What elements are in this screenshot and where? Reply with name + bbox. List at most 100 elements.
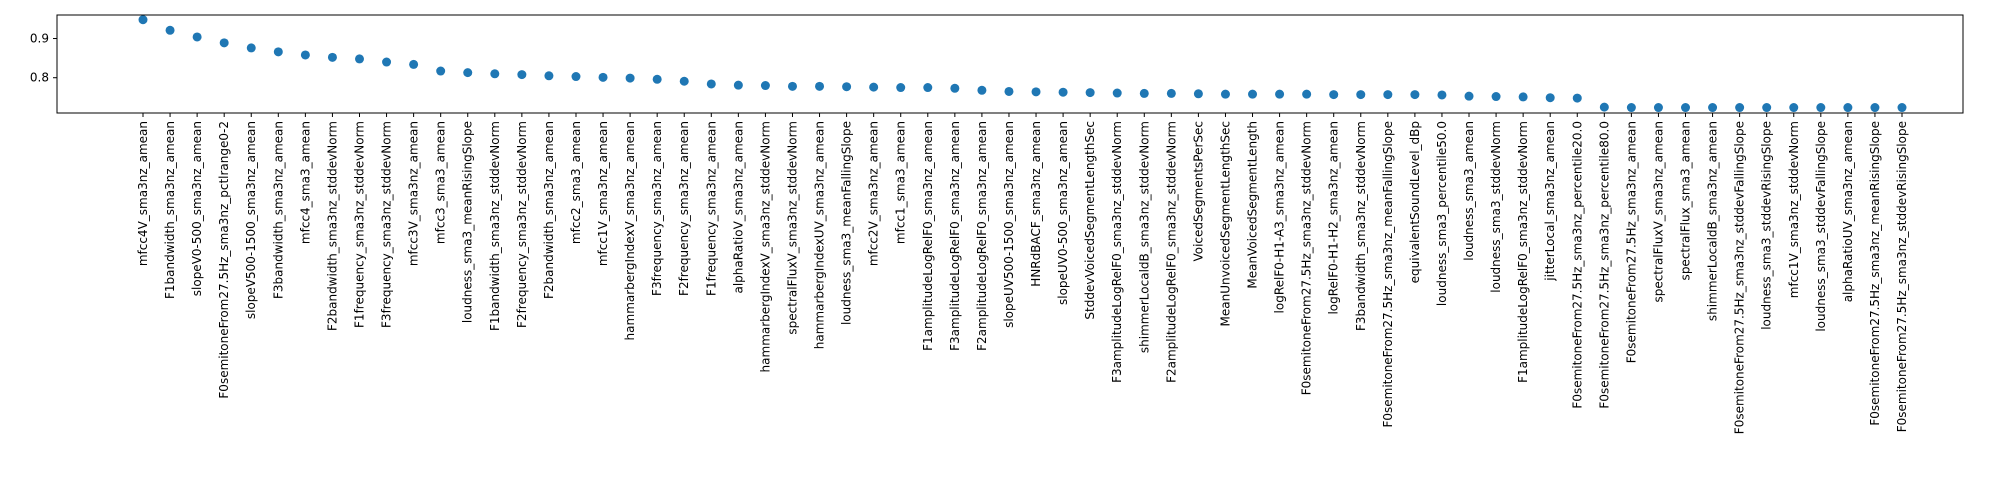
data-point (300, 50, 310, 60)
data-point (544, 71, 554, 81)
data-point (1897, 103, 1907, 113)
data-point (165, 25, 175, 35)
x-tick-label: loudness_sma3_meanFallingSlope (840, 121, 854, 325)
data-point (652, 74, 662, 84)
x-tick-label: mfcc4V_sma3nz_amean (136, 121, 150, 266)
x-tick-label: mfcc2_sma3_amean (569, 121, 583, 244)
x-tick-label: F2bandwidth_sma3nz_stddevNorm (325, 121, 339, 331)
data-point (1572, 93, 1582, 103)
x-tick-label: slopeV500-1500_sma3nz_amean (244, 121, 258, 319)
data-point (1058, 87, 1068, 97)
x-tick-label: F0semitoneFrom27.5Hz_sma3nz_amean (1624, 121, 1638, 363)
data-point (436, 66, 446, 76)
data-point (787, 81, 797, 91)
x-tick-label: logRelF0-H1-H2_sma3nz_amean (1327, 121, 1341, 315)
data-point (1275, 89, 1285, 99)
x-tick-label: loudness_sma3_stddevFallingSlope (1814, 121, 1828, 332)
data-point (977, 85, 987, 95)
data-point (1681, 103, 1691, 113)
data-point (1329, 90, 1339, 100)
x-tick-label: F0semitoneFrom27.5Hz_sma3nz_stddevRising… (1895, 121, 1909, 432)
x-tick-label: HNRdBACF_sma3nz_amean (1029, 121, 1043, 287)
data-point (517, 70, 527, 80)
data-point (842, 82, 852, 92)
data-point (382, 57, 392, 67)
x-tick-label: spectralFlux_sma3_amean (1679, 121, 1693, 280)
x-tick-label: mfcc2V_sma3nz_amean (867, 121, 881, 266)
x-tick-label: F3bandwidth_sma3nz_amean (271, 121, 285, 299)
x-tick-label: hammarbergIndexV_sma3nz_stddevNorm (758, 121, 772, 372)
x-tick-label: equivalentSoundLevel_dBp (1408, 121, 1422, 283)
data-point (490, 69, 500, 79)
x-tick-label: loudness_sma3_meanRisingSlope (461, 121, 475, 323)
data-point (1139, 88, 1149, 98)
data-point (1166, 88, 1176, 98)
x-tick-label: F3amplitudeLogRelF0_sma3nz_amean (948, 121, 962, 351)
data-point (1220, 89, 1230, 99)
data-point (1356, 90, 1366, 100)
x-tick-label: VoicedSegmentsPerSec (1191, 121, 1205, 262)
data-point (1004, 86, 1014, 96)
data-point (1193, 89, 1203, 99)
data-point (1762, 103, 1772, 113)
x-tick-label: StddevVoicedSegmentLengthSec (1083, 121, 1097, 320)
data-point (1437, 90, 1447, 100)
data-point (1653, 103, 1663, 113)
data-point (1870, 103, 1880, 113)
x-tick-label: F1frequency_sma3nz_amean (704, 121, 718, 296)
x-tick-label: alphaRatioUV_sma3nz_amean (1841, 121, 1855, 302)
data-point (571, 72, 581, 82)
x-tick-label: F1amplitudeLogRelF0_sma3nz_amean (921, 121, 935, 351)
x-tick-label: loudness_sma3_stddevRisingSlope (1760, 121, 1774, 330)
x-tick-label: F1bandwidth_sma3nz_amean (163, 121, 177, 299)
data-point (923, 83, 933, 93)
data-point (815, 81, 825, 91)
x-tick-label: F3bandwidth_sma3nz_stddevNorm (1354, 121, 1368, 331)
x-tick-label: F1bandwidth_sma3nz_stddevNorm (488, 121, 502, 331)
data-point (950, 83, 960, 93)
x-axis: mfcc4V_sma3nz_amean F1bandwidth_sma3nz_am… (136, 113, 1909, 434)
data-point (327, 52, 337, 62)
data-point (1816, 103, 1826, 113)
data-point (1518, 92, 1528, 102)
x-tick-label: F1frequency_sma3nz_stddevNorm (352, 121, 366, 328)
data-point (1410, 90, 1420, 100)
x-tick-label: F0semitoneFrom27.5Hz_sma3nz_percentile20… (1570, 121, 1584, 409)
data-point (1708, 103, 1718, 113)
data-point (1464, 91, 1474, 101)
x-tick-label: F0semitoneFrom27.5Hz_sma3nz_meanRisingSl… (1868, 121, 1882, 426)
x-tick-label: alphaRatioV_sma3nz_amean (731, 121, 745, 294)
x-tick-label: F2frequency_sma3nz_amean (677, 121, 691, 296)
x-tick-label: loudness_sma3_percentile50.0 (1435, 121, 1449, 306)
x-tick-label: MeanUnvoicedSegmentLengthSec (1218, 121, 1232, 326)
x-tick-label: F1amplitudeLogRelF0_sma3nz_stddevNorm (1516, 121, 1530, 383)
x-tick-label: F2frequency_sma3nz_stddevNorm (515, 121, 529, 328)
y-tick-label: 0.9 (30, 32, 49, 46)
data-point (598, 72, 608, 82)
y-tick-label: 0.8 (30, 71, 49, 85)
data-point (354, 54, 364, 64)
x-tick-label: F3frequency_sma3nz_stddevNorm (380, 121, 394, 328)
data-point (896, 83, 906, 93)
x-tick-label: F0semitoneFrom27.5Hz_sma3nz_stddevFallin… (1733, 121, 1747, 434)
data-point (1383, 90, 1393, 100)
data-point (760, 81, 770, 91)
data-point (219, 38, 229, 48)
x-tick-label: F0semitoneFrom27.5Hz_sma3nz_percentile80… (1597, 121, 1611, 409)
x-tick-label: jitterLocal_sma3nz_amean (1543, 121, 1557, 282)
x-tick-label: mfcc1V_sma3nz_amean (596, 121, 610, 266)
plot-frame (56, 14, 1964, 114)
x-tick-label: F2amplitudeLogRelF0_sma3nz_amean (975, 121, 989, 351)
x-tick-label: F2amplitudeLogRelF0_sma3nz_stddevNorm (1164, 121, 1178, 383)
x-tick-label: mfcc3_sma3_amean (434, 121, 448, 244)
data-point (1843, 103, 1853, 113)
data-point (1626, 103, 1636, 113)
data-point (1599, 102, 1609, 112)
data-point (1248, 89, 1258, 99)
x-tick-label: MeanVoicedSegmentLength (1246, 121, 1260, 289)
data-point (1302, 89, 1312, 99)
x-tick-label: mfcc4_sma3_amean (298, 121, 312, 244)
x-tick-label: spectralFluxV_sma3nz_stddevNorm (785, 121, 799, 335)
data-point (192, 32, 202, 42)
x-tick-label: F3amplitudeLogRelF0_sma3nz_stddevNorm (1110, 121, 1124, 383)
